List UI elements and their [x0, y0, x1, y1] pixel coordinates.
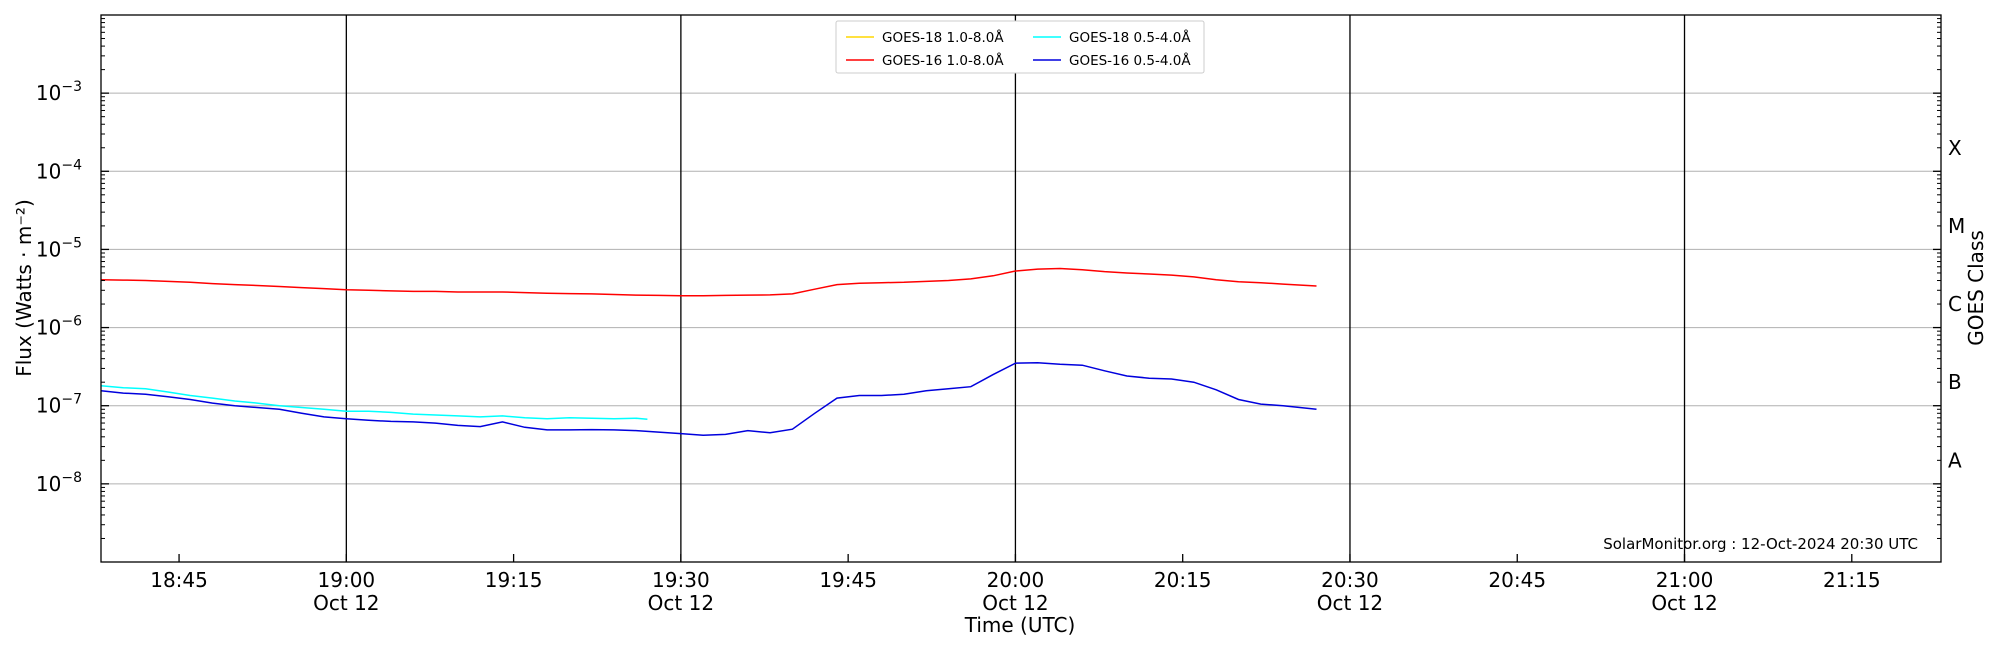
y-tick-exponent: −6 [61, 314, 82, 330]
y-tick-base: 10 [36, 394, 61, 418]
y-tick-label: 10−7 [36, 392, 82, 418]
goes-class-label: B [1948, 370, 1962, 394]
goes-class-labels: X M C B A [1948, 136, 1965, 473]
x-tick-date: Oct 12 [313, 591, 379, 615]
y-tick-label: 10−3 [36, 79, 82, 105]
y-tick-label: 10−8 [36, 470, 82, 496]
y-tick-base: 10 [36, 472, 61, 496]
x-tick-date: Oct 12 [1651, 591, 1717, 615]
y-tick-label: 10−4 [36, 157, 82, 183]
gridlines [101, 92, 1941, 485]
y-tick-base: 10 [36, 316, 61, 340]
right-axis-title: GOES Class [1964, 230, 1988, 346]
x-tick-label: 21:00 [1656, 568, 1714, 592]
series-line-3 [100, 361, 1317, 436]
x-tick-date: Oct 12 [982, 591, 1048, 615]
x-tick-label: 20:15 [1154, 568, 1212, 592]
time-divider-lines [345, 15, 1686, 562]
x-tick-label: 19:00 [318, 568, 376, 592]
y-tick-exponent: −8 [61, 470, 82, 486]
series-line-1 [100, 385, 648, 421]
plot-frame [100, 14, 1942, 563]
y-tick-label: 10−5 [36, 235, 82, 261]
y-tick-exponent: −7 [61, 392, 82, 408]
legend: GOES-18 1.0-8.0Å GOES-18 0.5-4.0Å GOES-16 … [835, 20, 1205, 74]
goes-class-label: A [1948, 448, 1962, 472]
legend-label: GOES-18 1.0-8.0Å [882, 29, 1004, 46]
goes-class-label: M [1948, 214, 1965, 238]
series-line-2 [100, 267, 1317, 297]
y-tick-label: 10−6 [36, 314, 82, 340]
y-tick-exponent: −4 [61, 157, 82, 173]
y-axis-title: Flux (Watts · m⁻²) [12, 199, 36, 377]
legend-label: GOES-16 1.0-8.0Å [882, 52, 1004, 69]
x-axis-title: Time (UTC) [964, 613, 1076, 637]
x-tick-date: Oct 12 [648, 591, 714, 615]
legend-label: GOES-16 0.5-4.0Å [1069, 52, 1191, 69]
x-tick-label: 19:15 [485, 568, 543, 592]
y-tick-exponent: −3 [61, 79, 82, 95]
series-lines [100, 267, 1317, 436]
x-tick-label: 21:15 [1823, 568, 1881, 592]
y-tick-base: 10 [36, 81, 61, 105]
y-axis-ticks: 10−310−410−510−610−710−8 [36, 18, 1941, 539]
x-tick-label: 18:45 [150, 568, 208, 592]
x-tick-label: 20:00 [987, 568, 1045, 592]
x-tick-label: 20:45 [1488, 568, 1546, 592]
x-tick-date: Oct 12 [1317, 591, 1383, 615]
goes-class-label: X [1948, 136, 1962, 160]
x-tick-label: 20:30 [1321, 568, 1379, 592]
y-tick-exponent: −5 [61, 235, 82, 251]
goes-class-label: C [1948, 292, 1962, 316]
legend-box [835, 20, 1205, 74]
y-tick-base: 10 [36, 237, 61, 261]
credit-text: SolarMonitor.org : 12-Oct-2024 20:30 UTC [1603, 535, 1918, 553]
x-tick-label: 19:30 [652, 568, 710, 592]
x-tick-label: 19:45 [819, 568, 877, 592]
y-tick-base: 10 [36, 159, 61, 183]
legend-label: GOES-18 0.5-4.0Å [1069, 29, 1191, 46]
